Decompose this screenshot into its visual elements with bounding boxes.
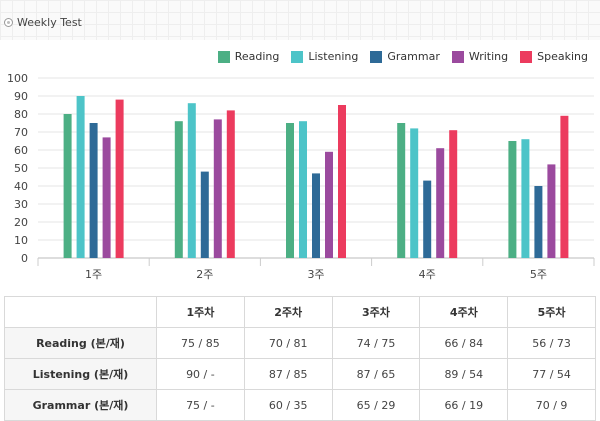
row-label: Reading (본/재) (4, 327, 157, 359)
table-cell: 66 / 19 (419, 389, 509, 421)
legend-label: Reading (234, 50, 280, 63)
bar (187, 103, 196, 258)
bar-chart: 0 10 20 30 40 50 60 70 80 90 100 1주 2주 3주 4주 5주 (7, 72, 595, 281)
table-cell: 89 / 54 (419, 358, 509, 390)
bar (325, 151, 333, 258)
panel-header: Weekly Test (4, 14, 82, 30)
legend-item[interactable]: Reading (217, 50, 280, 63)
bar (226, 110, 235, 259)
bar (521, 139, 530, 258)
bar (534, 186, 543, 258)
bar (338, 105, 346, 258)
bar (89, 123, 98, 258)
table-cell: 77 / 54 (507, 358, 596, 390)
bar (397, 123, 406, 258)
bar (286, 123, 294, 258)
table-cell: 90 / - (156, 358, 245, 390)
bar (560, 115, 569, 258)
score-table-container: 1주차 2주차 3주차 4주차 5주차 Reading (본/재) 75 / 8… (4, 296, 596, 421)
table-header-cell: 4주차 (419, 296, 509, 328)
table-cell: 70 / 81 (243, 327, 333, 359)
table-row: Reading (본/재) 75 / 85 70 / 81 74 / 75 66… (4, 327, 596, 359)
table-cell: 60 / 35 (243, 389, 333, 421)
legend-swatch (520, 50, 533, 63)
y-tick-label: 90 (14, 90, 28, 103)
table-header-cell (4, 296, 157, 328)
bar (115, 99, 124, 258)
x-tick-label: 3주 (307, 268, 324, 281)
table-cell: 75 / - (156, 389, 245, 421)
table-header-cell: 1주차 (156, 296, 245, 328)
score-table: 1주차 2주차 3주차 4주차 5주차 Reading (본/재) 75 / 8… (4, 296, 596, 421)
bar (102, 137, 111, 258)
bar (449, 130, 458, 258)
bar (299, 121, 307, 258)
table-cell: 87 / 85 (243, 358, 333, 390)
x-tick-label: 2주 (196, 268, 213, 281)
y-tick-label: 60 (14, 144, 28, 157)
y-tick-label: 30 (14, 198, 28, 211)
x-tick-label: 1주 (85, 268, 102, 281)
x-tick-label: 4주 (419, 268, 436, 281)
table-cell: 70 / 9 (507, 389, 596, 421)
y-tick-label: 0 (21, 252, 28, 265)
bar (213, 119, 222, 259)
panel-title: Weekly Test (17, 15, 82, 29)
circle-bullet-icon (4, 17, 13, 27)
bar (410, 128, 419, 258)
legend-swatch (451, 50, 464, 63)
y-tick-label: 50 (14, 162, 28, 175)
legend-item[interactable]: Grammar (370, 50, 440, 63)
bar (423, 180, 432, 258)
table-header-cell: 3주차 (331, 296, 421, 328)
bar (508, 141, 517, 258)
row-label: Grammar (본/재) (4, 389, 157, 421)
y-tick-label: 40 (14, 180, 28, 193)
bar (200, 171, 209, 258)
table-cell: 65 / 29 (331, 389, 421, 421)
x-tick-label: 5주 (530, 268, 547, 281)
legend-label: Grammar (387, 50, 440, 63)
chart-legend: Reading Listening Grammar Writing Speaking (217, 50, 588, 63)
legend-swatch (370, 50, 383, 63)
table-cell: 66 / 84 (419, 327, 509, 359)
y-tick-label: 70 (14, 126, 28, 139)
bar (436, 148, 445, 258)
legend-label: Speaking (537, 50, 588, 63)
table-cell: 75 / 85 (156, 327, 245, 359)
bar (312, 173, 320, 258)
legend-swatch (217, 50, 230, 63)
table-header-row: 1주차 2주차 3주차 4주차 5주차 (4, 296, 596, 328)
table-header-cell: 5주차 (507, 296, 596, 328)
legend-item[interactable]: Listening (291, 50, 358, 63)
header-background (0, 0, 600, 40)
y-tick-label: 100 (7, 72, 28, 85)
bar (63, 114, 72, 258)
table-cell: 56 / 73 (507, 327, 596, 359)
y-tick-label: 10 (14, 234, 28, 247)
table-row: Listening (본/재) 90 / - 87 / 85 87 / 65 8… (4, 358, 596, 390)
table-cell: 87 / 65 (331, 358, 421, 390)
table-cell: 74 / 75 (331, 327, 421, 359)
legend-label: Listening (308, 50, 359, 63)
bar (76, 96, 85, 258)
y-tick-label: 80 (14, 108, 28, 121)
legend-item[interactable]: Writing (451, 50, 509, 63)
legend-item[interactable]: Speaking (520, 50, 588, 63)
row-label: Listening (본/재) (4, 358, 157, 390)
table-header-cell: 2주차 (243, 296, 333, 328)
legend-label: Writing (468, 50, 509, 63)
bar (547, 164, 556, 258)
table-row: Grammar (본/재) 75 / - 60 / 35 65 / 29 66 … (4, 389, 596, 421)
y-tick-label: 20 (14, 216, 28, 229)
legend-swatch (291, 50, 304, 63)
bar (174, 121, 183, 258)
